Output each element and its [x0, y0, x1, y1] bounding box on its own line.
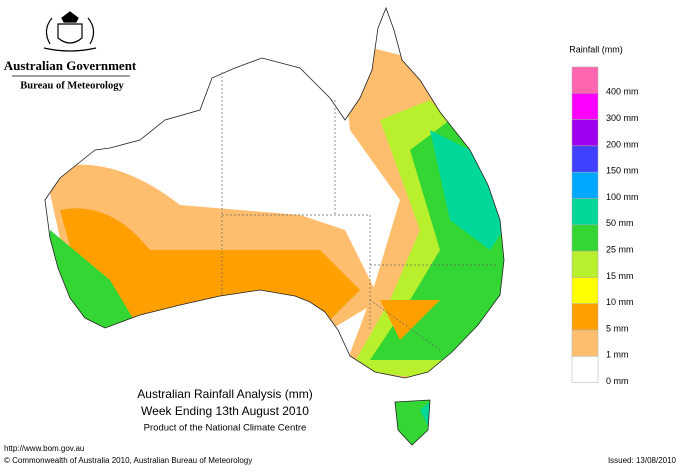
- legend-label: 300 mm: [606, 113, 639, 123]
- tasmania-coast: [394, 399, 431, 446]
- legend-swatch: [571, 356, 599, 383]
- legend-label: 10 mm: [606, 297, 634, 307]
- issued: Issued: 13/08/2010: [608, 456, 677, 465]
- copyright: © Commonwealth of Australia 2010, Austra…: [4, 456, 252, 465]
- legend-label: 25 mm: [606, 244, 634, 254]
- title-line: Product of the National Climate Centre: [144, 423, 307, 434]
- legend-swatch: [571, 66, 599, 94]
- legend-swatch: [571, 250, 599, 278]
- legend-label: 150 mm: [606, 166, 639, 176]
- legend-label: 200 mm: [606, 139, 639, 149]
- legend: 400 mm 300 mm 200 mm 150 mm 100 mm 50 mm 25 mm…: [571, 66, 639, 386]
- legend-swatch: [571, 198, 599, 226]
- legend-swatch: [571, 119, 599, 147]
- legend-label: 0 mm: [606, 376, 629, 386]
- legend-swatch: [571, 277, 599, 304]
- legend-swatch: [571, 303, 599, 331]
- legend-swatch: [571, 329, 599, 357]
- legend-label: 5 mm: [606, 323, 629, 333]
- legend-swatch: [571, 224, 599, 252]
- legend-swatch: [571, 171, 599, 199]
- title-line: Australian Rainfall Analysis (mm): [137, 387, 312, 401]
- bureau: Bureau of Meteorology: [20, 80, 124, 91]
- legend-label: 400 mm: [606, 87, 639, 97]
- legend-label: 50 mm: [606, 218, 634, 228]
- url: http://www.bom.gov.au: [4, 444, 84, 453]
- legend-title: Rainfall (mm): [569, 44, 623, 54]
- legend-swatch: [571, 145, 599, 173]
- legend-swatch: [571, 93, 599, 120]
- title-line: Week Ending 13th August 2010: [141, 404, 309, 418]
- legend-label: 15 mm: [606, 271, 634, 281]
- legend-label: 100 mm: [606, 192, 639, 202]
- legend-label: 1 mm: [606, 350, 629, 360]
- agency: Australian Government: [4, 58, 137, 73]
- state-borders: [221, 72, 496, 351]
- coat-of-arms: [43, 11, 97, 52]
